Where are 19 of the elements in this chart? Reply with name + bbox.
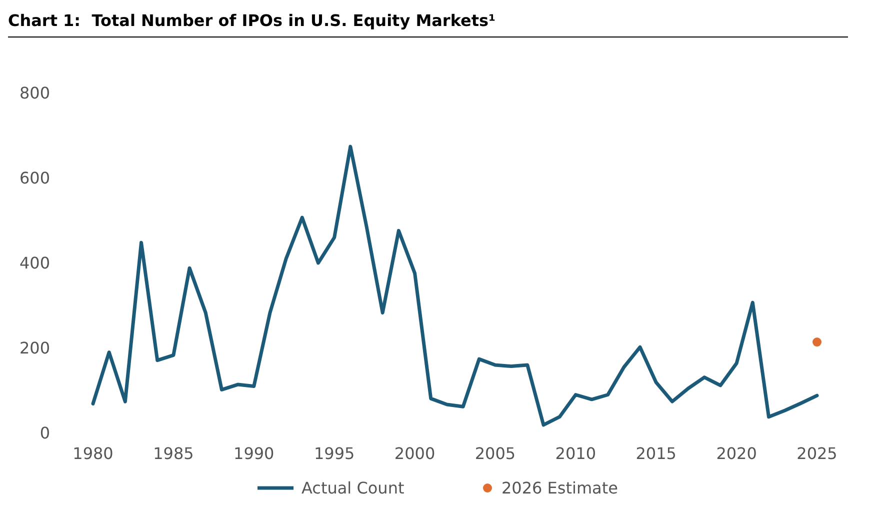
x-tick-label: 1985 [153,444,194,463]
chart-title: Chart 1: Total Number of IPOs in U.S. Equity Markets¹ [8,11,496,30]
y-tick-label: 0 [40,424,50,443]
y-tick-label: 400 [19,254,50,273]
x-tick-label: 2025 [796,444,838,463]
x-tick-label: 2010 [555,444,596,463]
legend-label: 2026 Estimate [502,478,618,498]
y-tick-label: 600 [19,168,50,188]
y-tick-label: 200 [19,338,50,358]
x-tick-label: 1980 [72,444,114,463]
y-tick-label: 800 [19,84,50,103]
x-tick-label: 2000 [394,444,436,463]
x-tick-label: 2015 [636,444,676,463]
x-tick-label: 1995 [314,444,355,463]
x-tick-label: 2020 [716,444,757,463]
x-tick-label: 2005 [474,444,516,463]
legend-label: Actual Count [302,478,404,498]
x-tick-label: 1990 [234,444,274,463]
line-series [91,144,819,427]
